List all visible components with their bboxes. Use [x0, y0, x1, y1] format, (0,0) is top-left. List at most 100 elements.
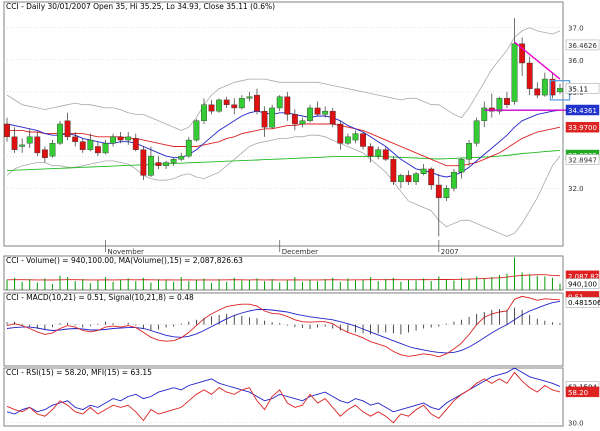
candle-body [519, 43, 526, 64]
mid-ma-line [7, 123, 561, 167]
candle-body [261, 110, 268, 128]
candle-body [34, 136, 41, 154]
candle-body [79, 141, 86, 150]
candle-body [307, 107, 313, 121]
price-tick-label: 32.0 [568, 185, 584, 193]
candle-body [41, 149, 48, 158]
candle-body [360, 133, 366, 147]
resistance-trendline [514, 41, 561, 80]
candle-body [443, 188, 450, 199]
candle-body [19, 144, 26, 147]
candle-body [254, 94, 260, 112]
price-value-label-bg [565, 39, 600, 51]
candle-body [178, 155, 185, 160]
candle-body [291, 114, 298, 125]
candle-body [534, 88, 541, 96]
candle-body [132, 138, 139, 150]
candle-body [64, 120, 71, 138]
candle-body [541, 78, 548, 96]
candle-body [208, 104, 215, 112]
candle-body [352, 133, 359, 141]
price-value-label: 36.4626 [568, 42, 597, 50]
volume-value-label: 940,100 [568, 281, 597, 289]
candle-body [504, 98, 510, 105]
price-value-label-bg [565, 83, 600, 94]
candle-body [314, 107, 321, 115]
candle-body [405, 175, 412, 182]
volume-header: CCI - Volume() = 940,100.00, MA(Volume()… [6, 256, 243, 265]
x-tick-label: December [282, 248, 318, 256]
candle-body [223, 99, 230, 105]
macd-panel-frame [3, 292, 564, 367]
price-value-label: 33.9700 [568, 124, 597, 132]
candle-body [435, 184, 442, 199]
candle-body [397, 175, 404, 182]
price-value-label-bg [565, 104, 600, 116]
bollinger-lower-line [6, 134, 561, 237]
candle-body [57, 123, 63, 144]
volume-ma-line [6, 274, 561, 281]
candle-body [367, 146, 374, 157]
candle-body [375, 149, 382, 157]
candle-body [284, 96, 291, 115]
candle-body [451, 171, 457, 189]
x-tick-label: 2007 [441, 248, 459, 256]
candle-body [428, 168, 435, 186]
candle-body [299, 120, 306, 125]
signal-line [6, 300, 561, 354]
price-tick-label: 37.0 [568, 25, 584, 33]
candle-body [344, 136, 351, 144]
macd-line [6, 295, 561, 358]
candle-body [163, 162, 170, 166]
candle-body [390, 159, 397, 182]
rsi-tick-label: 30.0 [568, 420, 584, 427]
bollinger-upper-line [6, 27, 561, 131]
candle-body [496, 98, 503, 112]
rsi-line [6, 371, 561, 424]
candle-body [140, 149, 147, 176]
rsi-value-label-bg [565, 386, 600, 398]
candle-body [216, 99, 223, 112]
candle-body [322, 110, 329, 115]
candle-body [72, 136, 79, 142]
fast-ma-line [6, 109, 561, 178]
macd-value-label: 0.481506 [568, 299, 600, 307]
candle-body [87, 139, 94, 150]
candle-body [473, 120, 480, 144]
candle-body [466, 143, 473, 160]
candle-body [185, 139, 192, 157]
candle-body [557, 88, 563, 93]
candle-body [458, 159, 465, 173]
candle-body [231, 104, 238, 109]
candle-body [193, 120, 200, 141]
candle-body [94, 146, 101, 154]
candle-body [481, 107, 488, 121]
candle-body [420, 168, 427, 174]
price-value-label-bg [565, 154, 600, 165]
price-value-label-bg [565, 121, 600, 133]
candle-body [170, 159, 177, 163]
x-tick-label: November [107, 248, 144, 256]
volume-value-label-bg [565, 278, 600, 289]
macd-header: CCI - MACD(10,21) = 0.51, Signal(10,21,8… [6, 293, 194, 302]
candle-body [238, 98, 245, 109]
candle-body [382, 149, 389, 160]
candle-body [526, 62, 533, 89]
candle-body [49, 143, 56, 157]
price-value-label: 35.11 [568, 85, 588, 93]
candle-body [269, 107, 276, 128]
volume-value-label: 2,087,826 [568, 273, 600, 281]
candle-body [155, 162, 162, 166]
volume-panel-frame [3, 255, 564, 291]
price-value-label: 34.4361 [568, 107, 597, 115]
candle-body [102, 143, 109, 154]
rsi-header: CCI - RSI(15) = 58.20, MFI(15) = 63.15 [6, 368, 152, 377]
candle-body [11, 136, 18, 150]
candle-body [337, 123, 344, 144]
rsi-value-label: 58.20 [568, 389, 588, 397]
price-header: CCI - Daily 30/01/2007 Open 35, Hi 35.25… [6, 2, 275, 11]
candle-body [549, 78, 556, 96]
candle-body [511, 43, 518, 102]
